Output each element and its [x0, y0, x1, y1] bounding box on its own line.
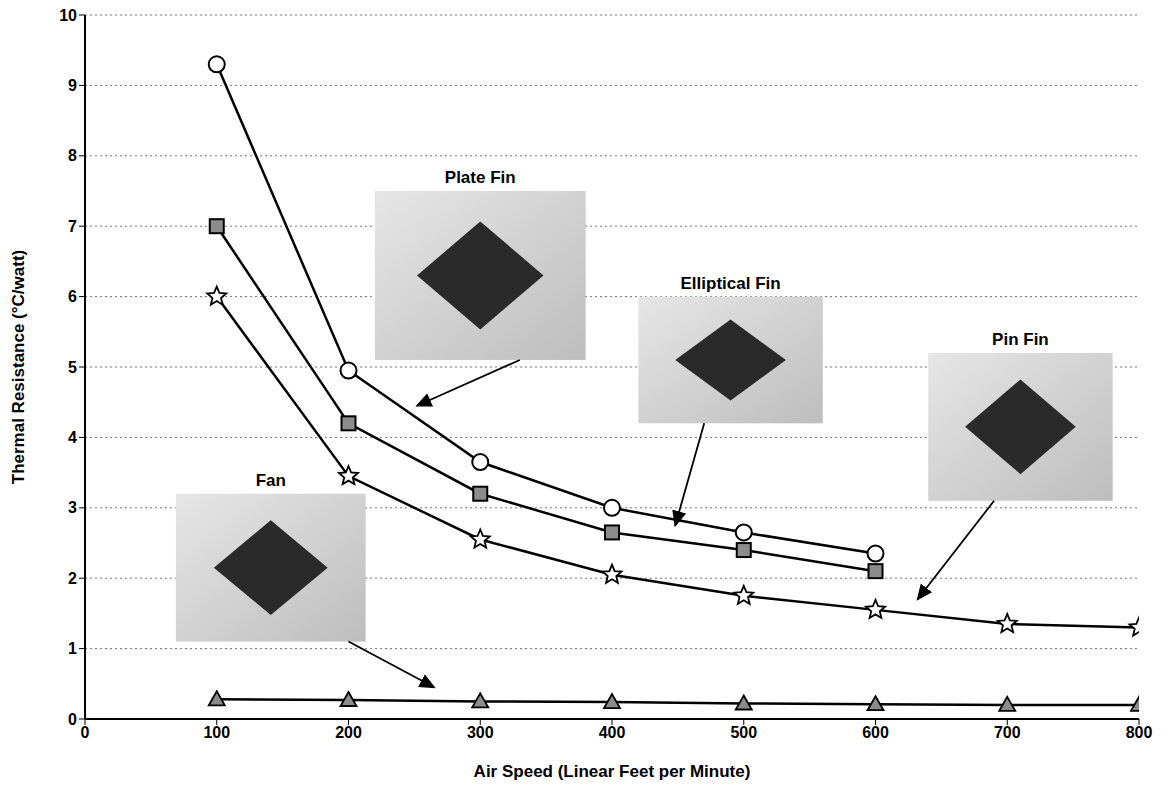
svg-text:8: 8: [68, 147, 77, 164]
svg-text:5: 5: [68, 359, 77, 376]
svg-text:0: 0: [68, 711, 77, 728]
svg-text:Pin Fin: Pin Fin: [992, 330, 1049, 349]
svg-text:7: 7: [68, 218, 77, 235]
svg-text:200: 200: [335, 724, 362, 741]
svg-text:6: 6: [68, 288, 77, 305]
svg-text:3: 3: [68, 499, 77, 516]
svg-text:100: 100: [203, 724, 230, 741]
svg-text:Air Speed (Linear Feet per Min: Air Speed (Linear Feet per Minute): [474, 762, 751, 781]
svg-text:400: 400: [599, 724, 626, 741]
svg-text:4: 4: [68, 429, 77, 446]
svg-text:1: 1: [68, 640, 77, 657]
svg-text:700: 700: [994, 724, 1021, 741]
svg-text:2: 2: [68, 570, 77, 587]
svg-text:10: 10: [59, 7, 77, 24]
svg-text:0: 0: [81, 724, 90, 741]
svg-text:9: 9: [68, 77, 77, 94]
svg-text:Plate Fin: Plate Fin: [445, 168, 516, 187]
svg-text:600: 600: [862, 724, 889, 741]
svg-text:Thermal Resistance (°C/watt): Thermal Resistance (°C/watt): [9, 250, 28, 484]
svg-text:Fan: Fan: [256, 471, 286, 490]
svg-text:Elliptical Fin: Elliptical Fin: [681, 274, 781, 293]
svg-text:800: 800: [1126, 724, 1153, 741]
svg-text:300: 300: [467, 724, 494, 741]
svg-text:500: 500: [730, 724, 757, 741]
